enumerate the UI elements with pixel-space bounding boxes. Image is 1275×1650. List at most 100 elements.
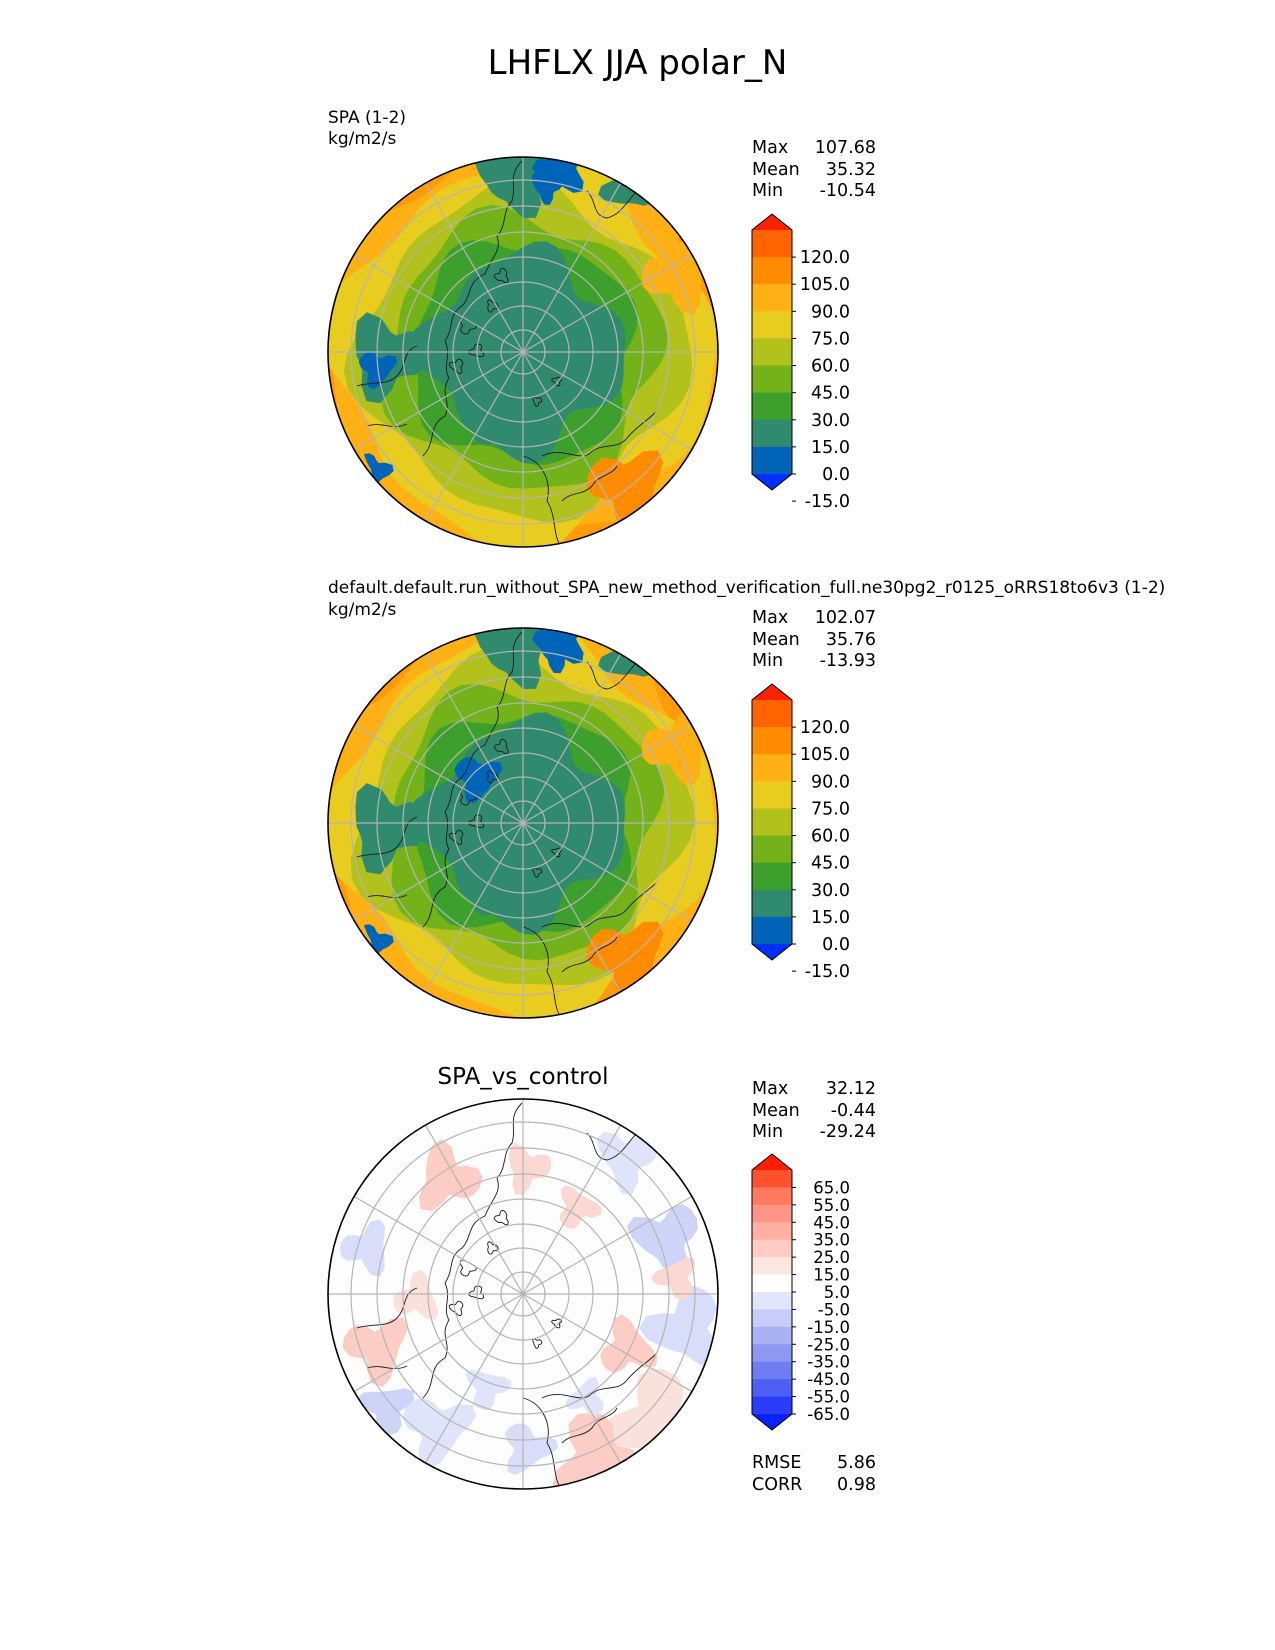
colorbar-difference: 65.055.045.035.025.015.05.0-5.0-15.0-25.… (751, 1153, 850, 1431)
colorbar-tick-label: -15.0 (805, 492, 850, 512)
meridian-line (349, 722, 524, 824)
colorbar-tick-label: 15.0 (813, 1266, 850, 1285)
island-outline (532, 867, 543, 878)
map-boundary (327, 156, 719, 548)
colorbar-tick-label: 65.0 (813, 1178, 850, 1197)
stat-label-mean: Mean (752, 629, 800, 650)
field-patch (472, 852, 547, 916)
panel2-title: default.default.run_without_SPA_new_meth… (328, 578, 1166, 598)
colorbar-tick-label: 45.0 (811, 854, 850, 874)
colorbar-segment (752, 1257, 792, 1276)
map-field (328, 628, 718, 1018)
anomaly-patch (639, 1285, 718, 1368)
meridian-line (522, 649, 624, 824)
coastline (366, 1365, 408, 1370)
graticule (328, 157, 718, 547)
meridian-line (349, 1293, 524, 1395)
stat-label-mean: Mean (752, 1100, 800, 1121)
colorbar-tick-label: 15.0 (811, 908, 850, 928)
island-outline (493, 1209, 509, 1225)
coastline (444, 706, 499, 813)
anomaly-patch (559, 1185, 602, 1229)
colorbar-segment (752, 781, 792, 810)
coastline (366, 894, 408, 899)
colorbar-segment (752, 1239, 792, 1258)
coastline (522, 455, 563, 547)
colorbar-segment (752, 1361, 792, 1380)
figure-title: LHFLX JJA polar_N (487, 43, 788, 83)
stat-label-max: Max (752, 138, 789, 158)
island-outline (551, 376, 562, 387)
meridian-line (349, 1193, 524, 1295)
coastline (522, 926, 563, 1018)
metric-label-corr: CORR (752, 1474, 803, 1495)
colorbar-segment (752, 392, 792, 421)
meridian-line (422, 649, 524, 824)
meridian-line (522, 822, 624, 997)
metric-corr: 0.98 (837, 1474, 876, 1495)
colorbar-segment (752, 1396, 792, 1415)
meridian-line (522, 351, 624, 526)
colorbar-spa: 120.0 105.0 90.0 75.0 60.0 45.0 30.0 15.0 0.0 -15… (751, 213, 850, 512)
meridian-line (522, 1120, 624, 1295)
colorbar-tick-label: 120.0 (800, 718, 850, 738)
colorbar-segment (752, 284, 792, 312)
coastline (522, 1397, 563, 1489)
colorbar-segment (752, 1170, 792, 1189)
meridian-line (349, 822, 524, 924)
field-patch (454, 756, 503, 804)
stat-min: -10.54 (819, 181, 876, 201)
meridian-line (422, 1293, 524, 1468)
colorbar-tick-label: 30.0 (811, 411, 850, 431)
coastline (561, 465, 618, 502)
stat-label-max: Max (752, 1079, 789, 1099)
colorbar-tick-label: -15.0 (805, 962, 850, 982)
colorbar-tick-label: 120.0 (800, 248, 850, 268)
map-field (328, 157, 718, 547)
island-outline (468, 814, 485, 829)
panel2-stats: Max 102.07 Mean 35.76 Min -13.93 (752, 608, 876, 673)
meridian-line (422, 178, 524, 353)
stat-min: -29.24 (819, 1122, 876, 1142)
map-boundary (327, 627, 719, 1019)
stat-label-mean: Mean (752, 159, 800, 180)
colorbar-extend-min (752, 944, 792, 960)
colorbar-tick-label: -35.0 (807, 1353, 850, 1372)
colorbar-segment (752, 700, 792, 728)
stat-max: 107.68 (814, 138, 876, 158)
coastline (496, 631, 523, 708)
stat-label-min: Min (752, 651, 784, 671)
field-patch (641, 708, 702, 785)
meridian-line (522, 351, 697, 453)
colorbar-segment (752, 916, 792, 945)
colorbar-tick-label: 0.0 (822, 465, 850, 485)
colorbar-tick-label: 75.0 (811, 799, 850, 819)
coastline (561, 936, 618, 973)
meridian-line (522, 822, 697, 924)
stat-label-max: Max (752, 608, 789, 628)
colorbar-tick-label: 0.0 (822, 935, 850, 955)
coastline (496, 1102, 523, 1179)
colorbar-tick-label: 90.0 (811, 772, 850, 792)
field-patch (641, 237, 702, 314)
meridian-line (522, 722, 697, 824)
colorbar-segment (752, 311, 792, 340)
meridian-line (522, 1293, 697, 1395)
colorbar-tick-label: 25.0 (813, 1248, 850, 1267)
colorbar-segment (752, 338, 792, 367)
colorbar-tick-label: -5.0 (818, 1300, 850, 1319)
colorbar-segment (752, 1326, 792, 1345)
polar-map-control (327, 627, 719, 1019)
island-outline (468, 343, 485, 358)
anomaly-patch (509, 1142, 552, 1195)
coastline (496, 160, 523, 237)
meridian-line (522, 251, 697, 353)
colorbar-tick-label: -45.0 (807, 1370, 850, 1389)
anomaly-patch (339, 1219, 386, 1277)
coastline (541, 410, 658, 457)
coastline (422, 811, 450, 928)
panel3-title: SPA_vs_control (437, 1064, 609, 1090)
coastline (356, 816, 418, 858)
island-outline (448, 829, 464, 846)
colorbar-segment (752, 257, 792, 285)
